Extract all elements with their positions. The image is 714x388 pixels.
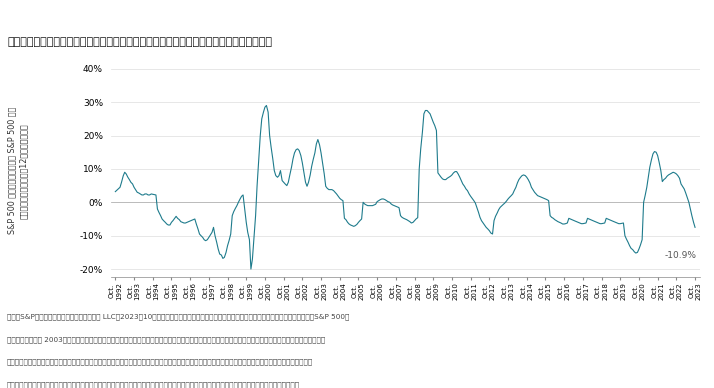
Text: S&P 500 均等ウェイト指数と S&P 500 のト
ータル・リターンの差－12ヵ月ローリング: S&P 500 均等ウェイト指数と S&P 500 のト ータル・リターンの差－… [7, 107, 29, 234]
Text: 図表１：均等ウェイト指数は今年に入ってからからこれまでアンダーパフォームしている: 図表１：均等ウェイト指数は今年に入ってからからこれまでアンダーパフォームしている [7, 36, 272, 47]
Text: 出所：S&Pダウ・ジョーンズ・インデックス LLC。2023年10月現在のデータ。指数のパフォーマンスはトータル・リターンに基づいています。S&P 500均: 出所：S&Pダウ・ジョーンズ・インデックス LLC。2023年10月現在のデータ… [7, 314, 350, 320]
Text: ォーマンスは将来の結果を保証するものではありません。図表は説明目的のために提示されており、仮説に基づく過去のパフォーマンスを反映しています。: ォーマンスは将来の結果を保証するものではありません。図表は説明目的のために提示さ… [7, 359, 313, 365]
Text: バックテストのパフォーマンスに関する固有の限界について詳しい情報をお求めの方は、この資料の最後にあるパフォーマンス提示をご覧ください。: バックテストのパフォーマンスに関する固有の限界について詳しい情報をお求めの方は、… [7, 381, 301, 388]
Text: -10.9%: -10.9% [665, 251, 697, 260]
Text: 等ウェイト指数は 2003年１月８日に創出を開始しました。指数創出開始日前の全てのデータは、仮説に基づいてバックテストされたデータです。過去のパフ: 等ウェイト指数は 2003年１月８日に創出を開始しました。指数創出開始日前の全て… [7, 336, 326, 343]
